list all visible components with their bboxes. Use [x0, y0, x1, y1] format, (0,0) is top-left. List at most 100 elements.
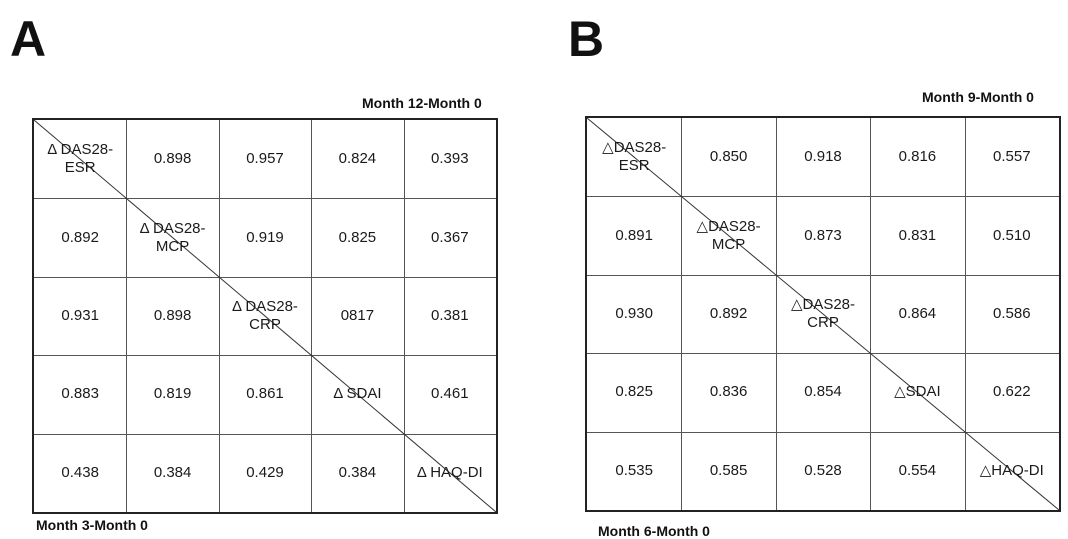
diagonal-label-line: ESR: [64, 159, 96, 177]
panel-a-diagonal-label: Δ SDAI: [311, 355, 403, 433]
panel-a-correlation-value: 0.883: [34, 355, 126, 433]
correlation-value-text: 0.461: [431, 385, 469, 403]
panel-a-correlation-value: 0.898: [126, 120, 218, 198]
panel-b-bottom-label: Month 6-Month 0: [598, 523, 710, 539]
panel-b-matrix: △DAS28- ESR 0.850 0.918 0.816 0.557 0.891 △DAS2…: [585, 116, 1061, 512]
panel-b-correlation-value: 0.831: [870, 196, 964, 274]
correlation-value-text: 0.438: [61, 463, 99, 481]
panel-a-correlation-value: 0.919: [219, 198, 311, 276]
correlation-value-text: 0.816: [898, 148, 937, 166]
correlation-value-text: 0.825: [615, 383, 653, 401]
panel-a-letter: A: [10, 11, 47, 67]
panel-b-letter: B: [568, 11, 605, 67]
diagonal-label-line: CRP: [807, 313, 839, 331]
correlation-value-text: 0.861: [246, 385, 284, 403]
diagonal-label-line: Δ DAS28-: [47, 141, 114, 159]
panel-a-correlation-value: 0.461: [404, 355, 496, 433]
panel-a-diagonal-label: Δ DAS28- CRP: [219, 277, 311, 355]
panel-b-correlation-value: 0.557: [965, 118, 1059, 196]
correlation-value-text: 0.854: [804, 383, 842, 401]
panel-b-correlation-value: 0.864: [870, 275, 964, 353]
correlation-value-text: 0.873: [804, 226, 842, 244]
panel-a-correlation-value: 0.931: [34, 277, 126, 355]
panel-a-correlation-value: 0.957: [219, 120, 311, 198]
panel-a-correlation-value: 0.898: [126, 277, 218, 355]
diagonal-label-line: Δ HAQ-DI: [416, 463, 483, 481]
correlation-value-text: 0.883: [61, 385, 99, 403]
diagonal-label-line: ESR: [618, 157, 650, 175]
correlation-value-text: 0.836: [709, 383, 748, 401]
panel-a-correlation-value: 0.367: [404, 198, 496, 276]
panel-b-correlation-value: 0.622: [965, 353, 1059, 431]
panel-b-correlation-value: 0.854: [776, 353, 870, 431]
diagonal-label-line: Δ SDAI: [333, 385, 382, 403]
diagonal-label-line: △DAS28-: [790, 295, 856, 313]
correlation-value-text: 0.892: [709, 304, 748, 322]
panel-b-correlation-value: 0.528: [776, 432, 870, 510]
diagonal-label-line: CRP: [249, 315, 281, 333]
panel-b-correlation-value: 0.873: [776, 196, 870, 274]
correlation-value-text: 0.918: [804, 148, 842, 166]
panel-a-correlation-value: 0.393: [404, 120, 496, 198]
panel-b-correlation-value: 0.825: [587, 353, 681, 431]
diagonal-label-line: △SDAI: [894, 383, 941, 401]
panel-a-correlation-value: 0.384: [311, 434, 403, 512]
panel-a-diagonal-label: Δ HAQ-DI: [404, 434, 496, 512]
panel-a-bottom-label: Month 3-Month 0: [36, 517, 148, 533]
panel-b-correlation-value: 0.891: [587, 196, 681, 274]
panel-b-correlation-value: 0.930: [587, 275, 681, 353]
diagonal-label-line: MCP: [711, 235, 746, 253]
panel-a-correlation-value: 0.819: [126, 355, 218, 433]
panel-b-diagonal-label: △DAS28- CRP: [776, 275, 870, 353]
diagonal-label-line: △DAS28-: [696, 217, 761, 235]
panel-a-correlation-value: 0.824: [311, 120, 403, 198]
correlation-value-text: 0.824: [338, 150, 377, 168]
correlation-value-text: 0.557: [993, 148, 1031, 166]
panel-b-top-label: Month 9-Month 0: [922, 89, 1034, 105]
panel-b-correlation-value: 0.586: [965, 275, 1059, 353]
panel-b-correlation-value: 0.535: [587, 432, 681, 510]
correlation-value-text: 0.930: [615, 304, 653, 322]
correlation-value-text: 0.931: [61, 306, 99, 324]
correlation-value-text: 0.891: [615, 226, 653, 244]
correlation-value-text: 0.528: [804, 461, 842, 479]
correlation-value-text: 0.586: [993, 304, 1031, 322]
correlation-value-text: 0.429: [246, 463, 284, 481]
diagonal-label-line: Δ DAS28-: [232, 297, 298, 315]
panel-a-top-label: Month 12-Month 0: [362, 95, 482, 111]
panel-b-correlation-value: 0.816: [870, 118, 964, 196]
panel-b-correlation-value: 0.554: [870, 432, 964, 510]
panel-a-correlation-value: 0.438: [34, 434, 126, 512]
diagonal-label-line: MCP: [155, 237, 190, 255]
panel-a-diagonal-label: Δ DAS28- ESR: [34, 120, 126, 198]
correlation-value-text: 0.381: [431, 306, 469, 324]
panel-b-correlation-value: 0.918: [776, 118, 870, 196]
correlation-value-text: 0.585: [709, 461, 748, 479]
diagonal-label-line: △DAS28-: [602, 139, 667, 157]
panel-a-correlation-value: 0.861: [219, 355, 311, 433]
panel-b-diagonal-label: △DAS28- ESR: [587, 118, 681, 196]
correlation-value-text: 0.864: [898, 304, 937, 322]
panel-b-correlation-value: 0.850: [681, 118, 775, 196]
correlation-value-text: 0817: [340, 306, 375, 324]
diagonal-label-line: △HAQ-DI: [979, 461, 1044, 479]
correlation-value-text: 0.384: [338, 463, 377, 481]
diagonal-label-line: Δ DAS28-: [139, 219, 206, 237]
correlation-value-text: 0.898: [153, 150, 192, 168]
correlation-value-text: 0.510: [993, 226, 1031, 244]
correlation-value-text: 0.535: [615, 461, 653, 479]
correlation-value-text: 0.831: [898, 226, 937, 244]
panel-b-correlation-value: 0.510: [965, 196, 1059, 274]
correlation-value-text: 0.898: [153, 306, 192, 324]
panel-b-diagonal-label: △DAS28- MCP: [681, 196, 775, 274]
correlation-value-text: 0.819: [153, 385, 192, 403]
panel-b-correlation-value: 0.836: [681, 353, 775, 431]
panel-a-matrix: Δ DAS28- ESR 0.898 0.957 0.824 0.393 0.892 Δ DA…: [32, 118, 498, 514]
correlation-value-text: 0.850: [709, 148, 748, 166]
correlation-value-text: 0.554: [898, 461, 937, 479]
correlation-value-text: 0.957: [246, 150, 284, 168]
panel-a-correlation-value: 0.825: [311, 198, 403, 276]
panel-a-correlation-value: 0.384: [126, 434, 218, 512]
panel-b-diagonal-label: △HAQ-DI: [965, 432, 1059, 510]
correlation-value-text: 0.367: [431, 228, 469, 246]
